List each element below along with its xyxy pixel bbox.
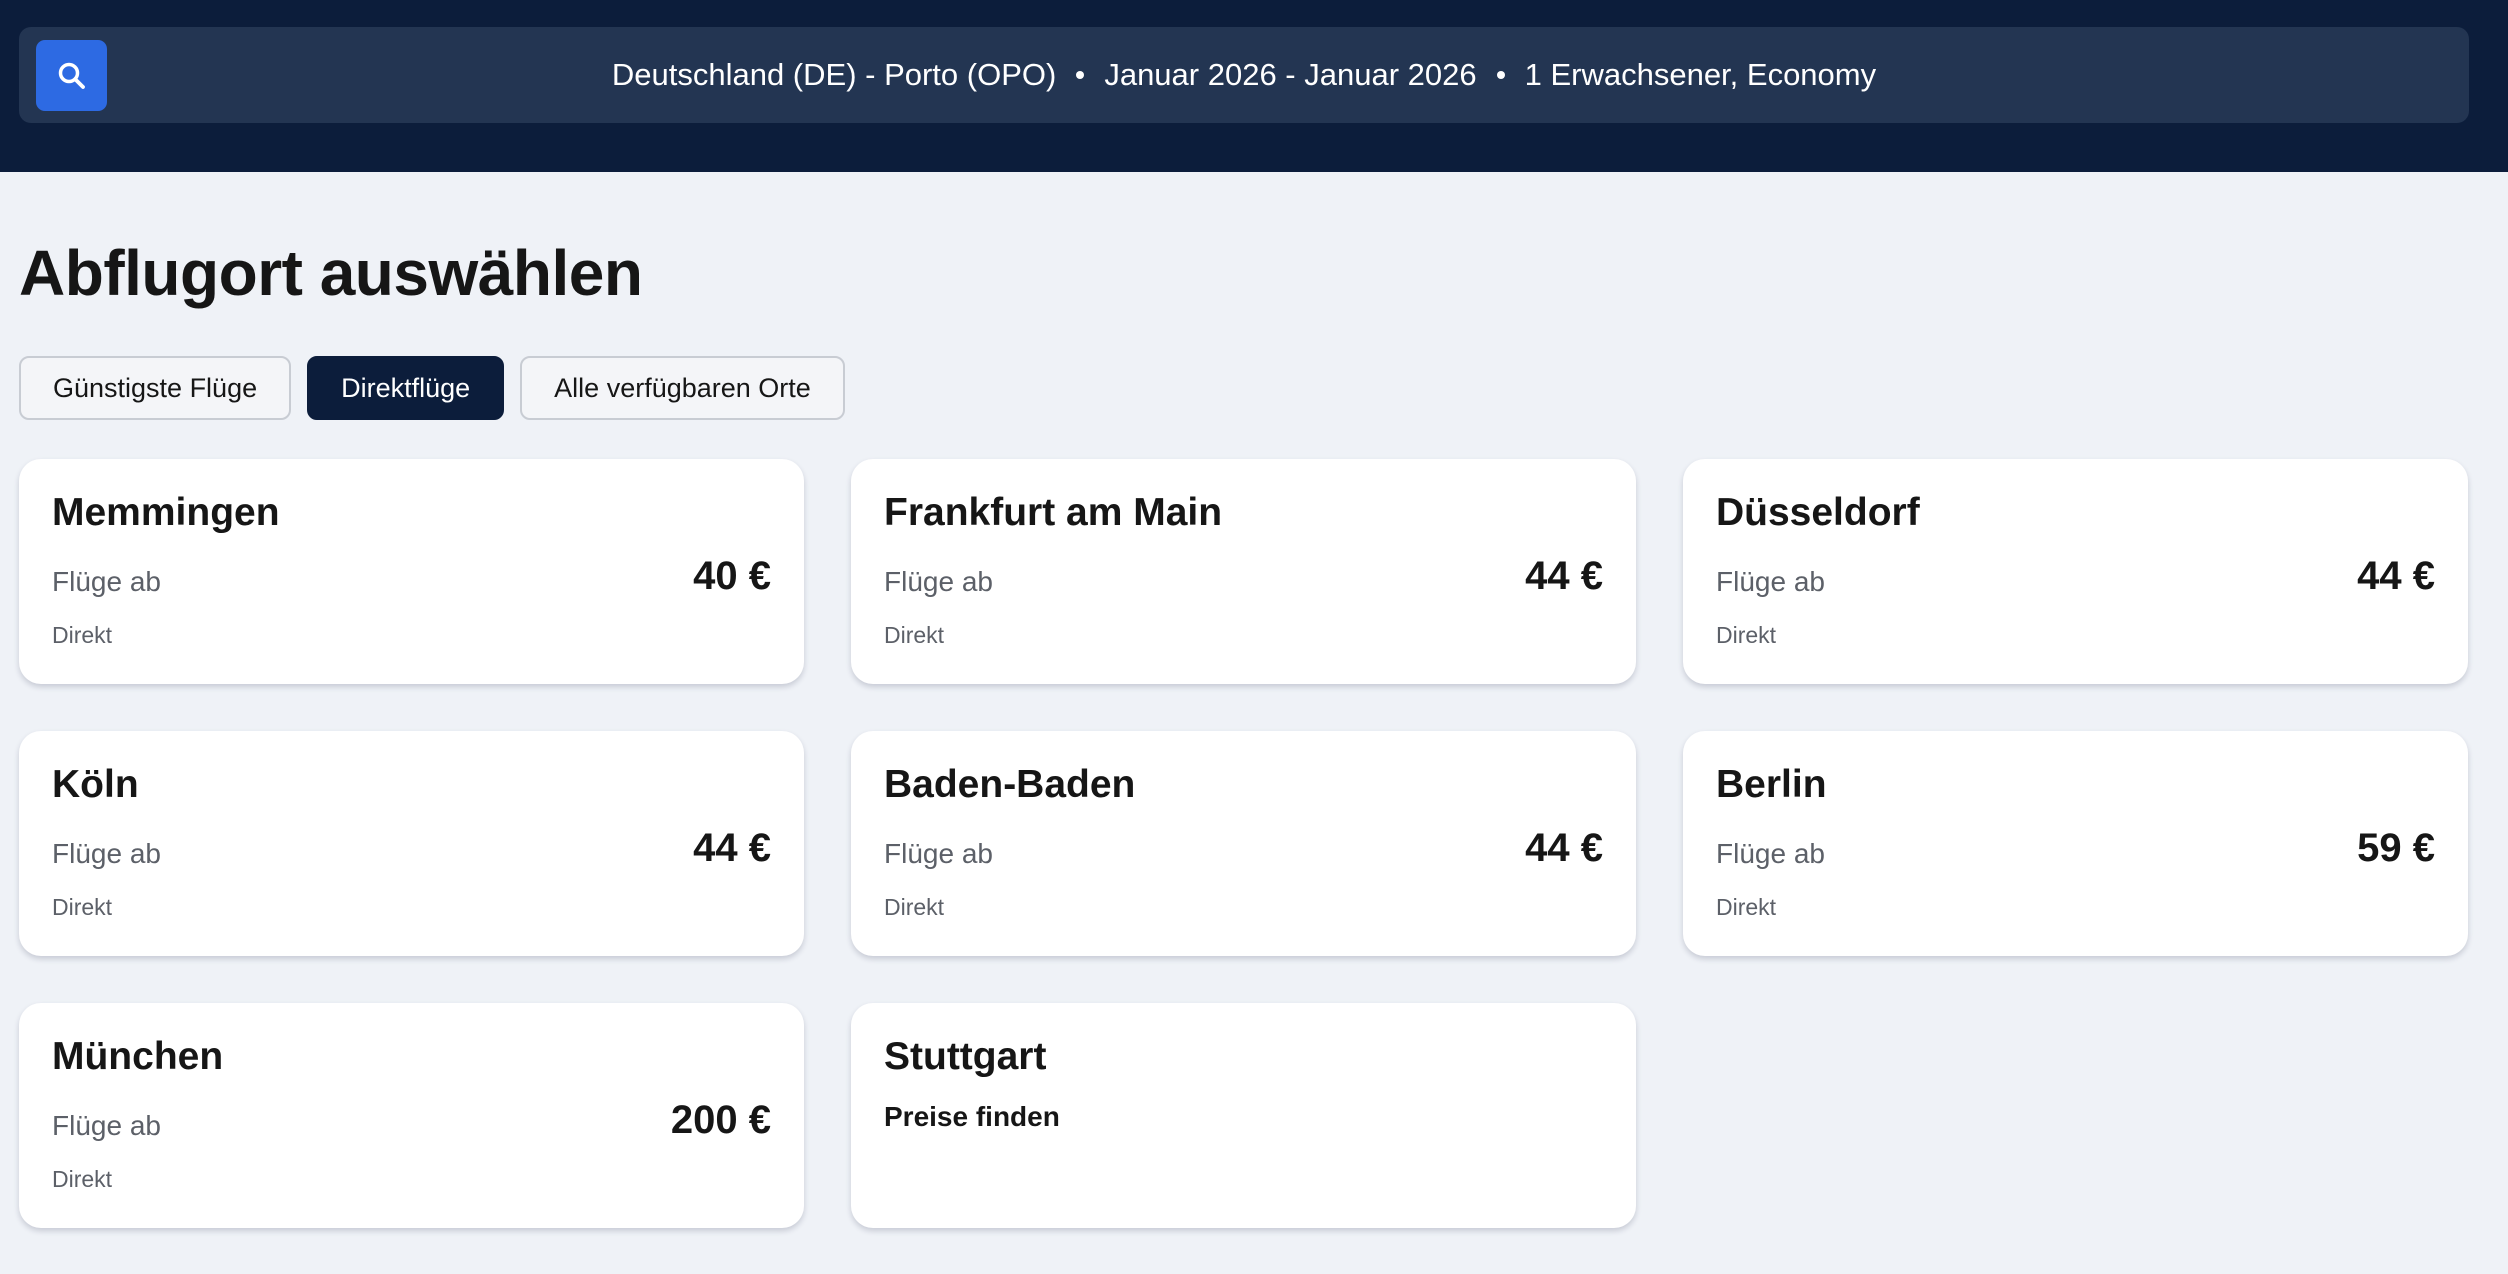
card-city: Stuttgart	[884, 1035, 1047, 1078]
separator-dot	[1076, 71, 1085, 79]
card-price: 44 €	[1525, 826, 1603, 870]
search-summary[interactable]: Deutschland (DE) - Porto (OPO) Januar 20…	[19, 27, 2469, 123]
card-from-label: Flüge ab	[52, 566, 161, 597]
departure-card-berlin[interactable]: Berlin Flüge ab 59 € Direkt	[1683, 731, 2468, 956]
departure-card-baden-baden[interactable]: Baden-Baden Flüge ab 44 € Direkt	[851, 731, 1636, 956]
filter-bar: Günstigste Flüge Direktflüge Alle verfüg…	[19, 356, 845, 420]
card-flight-type: Direkt	[884, 894, 945, 920]
card-city: München	[52, 1035, 224, 1078]
departure-card-muenchen[interactable]: München Flüge ab 200 € Direkt	[19, 1003, 804, 1228]
card-from-label: Flüge ab	[52, 1110, 161, 1141]
card-price: 59 €	[2357, 826, 2435, 870]
card-city: Köln	[52, 763, 139, 806]
separator-dot	[1496, 71, 1505, 79]
card-price: 44 €	[1525, 554, 1603, 598]
departure-card-stuttgart[interactable]: Stuttgart Preise finden	[851, 1003, 1636, 1228]
card-flight-type: Direkt	[1716, 894, 1777, 920]
top-bar: Deutschland (DE) - Porto (OPO) Januar 20…	[0, 0, 2508, 172]
search-summary-bar[interactable]: Deutschland (DE) - Porto (OPO) Januar 20…	[19, 27, 2469, 123]
card-city: Frankfurt am Main	[884, 491, 1223, 534]
card-flight-type: Direkt	[52, 1166, 113, 1192]
card-from-label: Flüge ab	[1716, 838, 1825, 869]
search-passengers: 1 Erwachsener, Economy	[1524, 57, 1877, 92]
search-icon	[58, 62, 85, 89]
card-city: Berlin	[1716, 763, 1827, 806]
card-from-label: Flüge ab	[884, 566, 993, 597]
departure-card-duesseldorf[interactable]: Düsseldorf Flüge ab 44 € Direkt	[1683, 459, 2468, 684]
card-from-label: Flüge ab	[884, 838, 993, 869]
card-flight-type: Direkt	[52, 894, 113, 920]
card-from-label: Flüge ab	[1716, 566, 1825, 597]
departure-card-grid: Memmingen Flüge ab 40 € Direkt Frankfurt…	[19, 459, 2469, 1228]
search-route: Deutschland (DE) - Porto (OPO)	[611, 57, 1057, 92]
card-price: 44 €	[693, 826, 771, 870]
page-title: Abflugort auswählen	[19, 237, 643, 309]
card-flight-type: Direkt	[884, 622, 945, 648]
filter-all-places-button[interactable]: Alle verfügbaren Orte	[520, 356, 845, 420]
card-price: 200 €	[670, 1098, 771, 1142]
card-price: 40 €	[693, 554, 771, 598]
filter-cheapest-button[interactable]: Günstigste Flüge	[19, 356, 292, 420]
card-flight-type: Direkt	[52, 622, 113, 648]
departure-card-memmingen[interactable]: Memmingen Flüge ab 40 € Direkt	[19, 459, 804, 684]
card-city: Baden-Baden	[884, 763, 1136, 806]
card-price: 44 €	[2357, 554, 2435, 598]
card-flight-type: Direkt	[1716, 622, 1777, 648]
departure-card-koeln[interactable]: Köln Flüge ab 44 € Direkt	[19, 731, 804, 956]
departure-card-frankfurt[interactable]: Frankfurt am Main Flüge ab 44 € Direkt	[851, 459, 1636, 684]
search-button[interactable]	[36, 40, 107, 111]
card-city: Memmingen	[52, 491, 280, 534]
find-prices-link[interactable]: Preise finden	[884, 1101, 1060, 1132]
card-city: Düsseldorf	[1716, 491, 1920, 534]
search-dates: Januar 2026 - Januar 2026	[1104, 57, 1477, 92]
card-from-label: Flüge ab	[52, 838, 161, 869]
filter-direct-button[interactable]: Direktflüge	[307, 356, 505, 420]
